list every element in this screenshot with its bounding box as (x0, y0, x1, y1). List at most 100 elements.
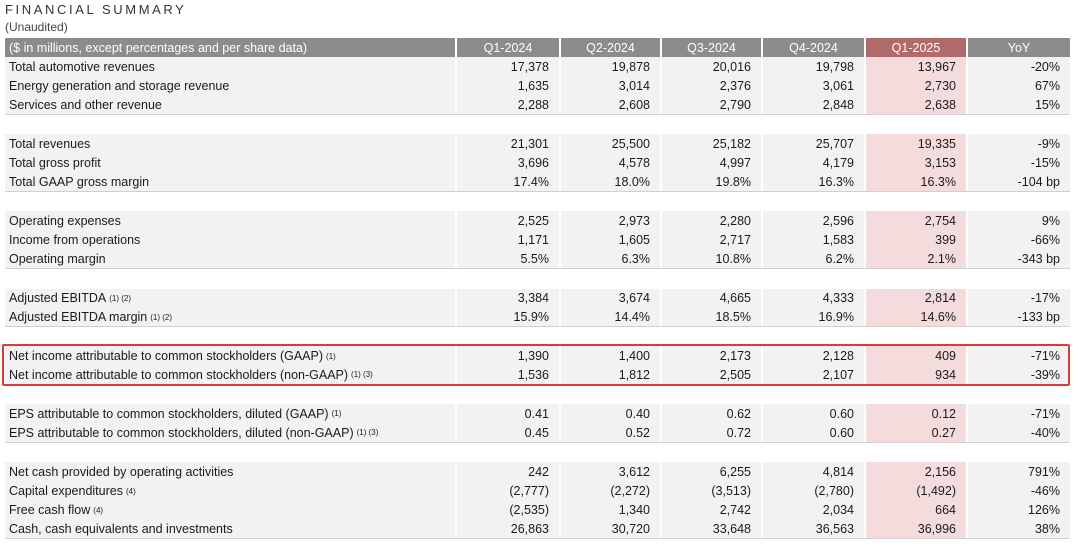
cell-q1-2024: 242 (455, 462, 559, 482)
cell-q2-2024: 2,973 (559, 211, 660, 231)
cell-q4-2024: 2,596 (761, 211, 864, 231)
row-label: Operating expenses (5, 211, 455, 230)
cell-q4-2024: 0.60 (761, 423, 864, 442)
cell-q1-2024: 1,390 (455, 346, 559, 366)
cell-q4-2024: 4,333 (761, 288, 864, 308)
cell-q4-2024: 19,798 (761, 57, 864, 77)
cell-q1-2025: 0.12 (864, 404, 966, 424)
cell-q1-2024: 0.45 (455, 423, 559, 442)
cell-q4-2024: 2,034 (761, 500, 864, 521)
cell-yoy: -40% (966, 423, 1070, 442)
cell-q1-2024: 5.5% (455, 249, 559, 269)
cell-q1-2024: 21,301 (455, 134, 559, 154)
table-row: Total revenues 21,301 25,500 25,182 25,707 19… (5, 134, 1070, 154)
row-label-text: Free cash flow (9, 503, 91, 518)
table-row: EPS attributable to common stockholders,… (5, 423, 1070, 443)
header-yoy: YoY (966, 38, 1070, 57)
cell-yoy: -71% (966, 404, 1070, 424)
cell-yoy: 15% (966, 95, 1070, 114)
footnote-marker: (1) (2) (109, 293, 132, 303)
cell-yoy: -133 bp (966, 307, 1070, 327)
cell-q2-2024: 2,608 (559, 95, 660, 114)
cell-q1-2025: 16.3% (864, 172, 966, 192)
header-q4-2024: Q4-2024 (761, 38, 864, 57)
table-row: Total gross profit 3,696 4,578 4,997 4,179 3,… (5, 153, 1070, 173)
cell-yoy: 126% (966, 500, 1070, 521)
cell-q1-2025: 3,153 (864, 153, 966, 173)
cell-q1-2024: 0.41 (455, 404, 559, 424)
row-label-text: Total GAAP gross margin (9, 174, 150, 189)
table-row: Services and other revenue 2,288 2,608 2,79… (5, 95, 1070, 115)
cell-q1-2025: 2,754 (864, 211, 966, 231)
table-row: Net income attributable to common stockh… (5, 365, 1070, 386)
footnote-marker: (1) (3) (356, 428, 379, 438)
cell-yoy: -15% (966, 153, 1070, 173)
row-label-text: Adjusted EBITDA margin (9, 310, 148, 324)
table-row: Net income attributable to common stockh… (5, 346, 1070, 366)
cell-yoy: -343 bp (966, 249, 1070, 269)
row-label-text: Capital expenditures (9, 484, 123, 499)
cell-q4-2024: 1,583 (761, 230, 864, 250)
row-label: Adjusted EBITDA margin (1) (2) (5, 308, 455, 326)
row-label: EPS attributable to common stockholders,… (5, 404, 455, 423)
cell-q2-2024: 25,500 (559, 134, 660, 154)
row-label: Cash, cash equivalents and investments (5, 520, 455, 538)
cell-q1-2024: (2,777) (455, 481, 559, 501)
cell-q1-2025: 2.1% (864, 249, 966, 269)
cell-q1-2024: 1,635 (455, 76, 559, 96)
table-row: Net cash provided by operating activitie… (5, 462, 1070, 482)
cell-q3-2024: 6,255 (660, 462, 761, 482)
group-spacer (5, 385, 1070, 404)
cell-q2-2024: 1,605 (559, 230, 660, 250)
table-row: Cash, cash equivalents and investments 26… (5, 520, 1070, 540)
cell-q3-2024: 10.8% (660, 249, 761, 269)
cell-q3-2024: (3,513) (660, 481, 761, 501)
cell-q1-2024: 17.4% (455, 172, 559, 192)
cell-q1-2025: 36,996 (864, 520, 966, 539)
cell-yoy: -17% (966, 288, 1070, 308)
table-row: EPS attributable to common stockholders,… (5, 404, 1070, 424)
cell-q2-2024: 18.0% (559, 172, 660, 192)
cell-q3-2024: 25,182 (660, 134, 761, 154)
row-label-text: Services and other revenue (9, 97, 162, 112)
cell-q3-2024: 2,280 (660, 211, 761, 231)
footnote-marker: (4) (125, 486, 136, 496)
row-label-text: EPS attributable to common stockholders,… (9, 406, 329, 421)
cell-yoy: -20% (966, 57, 1070, 77)
cell-q2-2024: 30,720 (559, 520, 660, 539)
cell-q3-2024: 19.8% (660, 172, 761, 192)
group-spacer (5, 327, 1070, 346)
cell-q1-2025: 399 (864, 230, 966, 250)
cell-q4-2024: 16.9% (761, 307, 864, 327)
cell-q2-2024: 0.40 (559, 404, 660, 424)
table-row: Adjusted EBITDA margin (1) (2) 15.9% 14.4% 1… (5, 307, 1070, 328)
cell-q3-2024: 2,742 (660, 500, 761, 521)
cell-q1-2025: (1,492) (864, 481, 966, 501)
cell-q1-2025: 934 (864, 365, 966, 385)
cell-q1-2025: 2,814 (864, 288, 966, 308)
footnote-marker: (1) (331, 409, 342, 419)
table-row: Total automotive revenues 17,378 19,878 20,… (5, 57, 1070, 77)
cell-q3-2024: 0.62 (660, 404, 761, 424)
cell-q3-2024: 2,717 (660, 230, 761, 250)
cell-q2-2024: 0.52 (559, 423, 660, 442)
cell-q3-2024: 2,376 (660, 76, 761, 96)
cell-q1-2025: 664 (864, 500, 966, 521)
cell-q1-2024: 1,536 (455, 365, 559, 385)
row-label: Net income attributable to common stockh… (5, 366, 455, 384)
row-label: Net income attributable to common stockh… (5, 346, 455, 365)
row-label-text: Operating margin (9, 252, 106, 267)
cell-q1-2025: 0.27 (864, 423, 966, 442)
cell-yoy: -71% (966, 346, 1070, 366)
row-label-text: Operating expenses (9, 214, 121, 229)
cell-q4-2024: 2,128 (761, 346, 864, 366)
footnote-marker: (1) (326, 351, 336, 361)
cell-q4-2024: 3,061 (761, 76, 864, 96)
table-row: Adjusted EBITDA (1) (2) 3,384 3,674 4,665 4,3… (5, 288, 1070, 308)
cell-q1-2024: (2,535) (455, 500, 559, 521)
footnote-marker: (4) (93, 505, 104, 515)
financial-summary-table: ($ in millions, except percentages and p… (5, 38, 1070, 540)
row-label: Operating margin (5, 250, 455, 268)
row-label: Total gross profit (5, 153, 455, 172)
cell-q1-2024: 2,525 (455, 211, 559, 231)
